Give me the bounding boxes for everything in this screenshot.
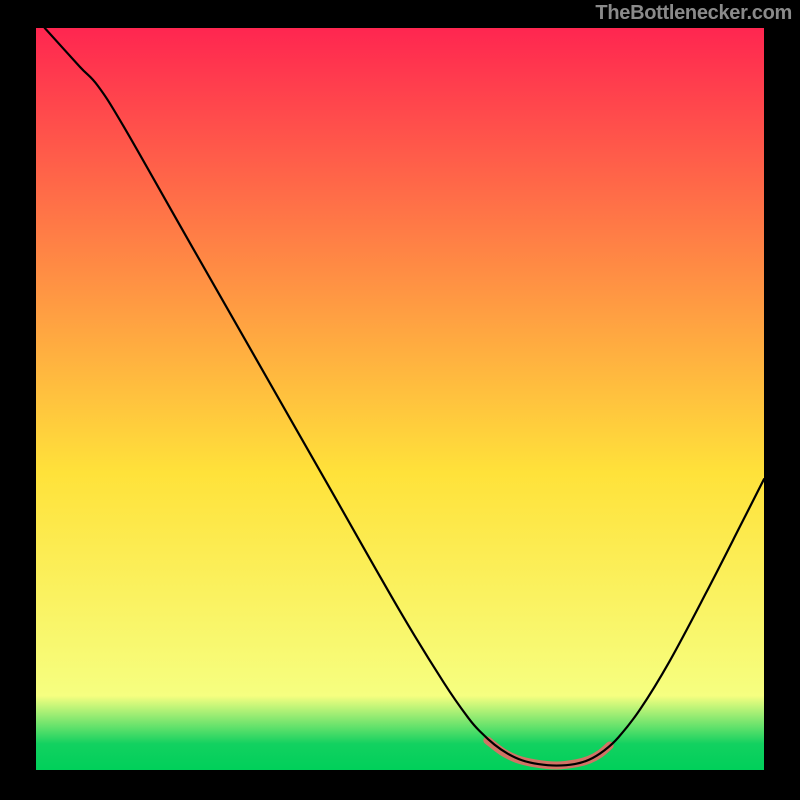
plot-svg (36, 28, 764, 770)
watermark-text: TheBottlenecker.com (595, 2, 792, 25)
gradient-background (36, 28, 764, 770)
chart-container: TheBottlenecker.com (0, 0, 800, 800)
plot-area (36, 28, 764, 770)
